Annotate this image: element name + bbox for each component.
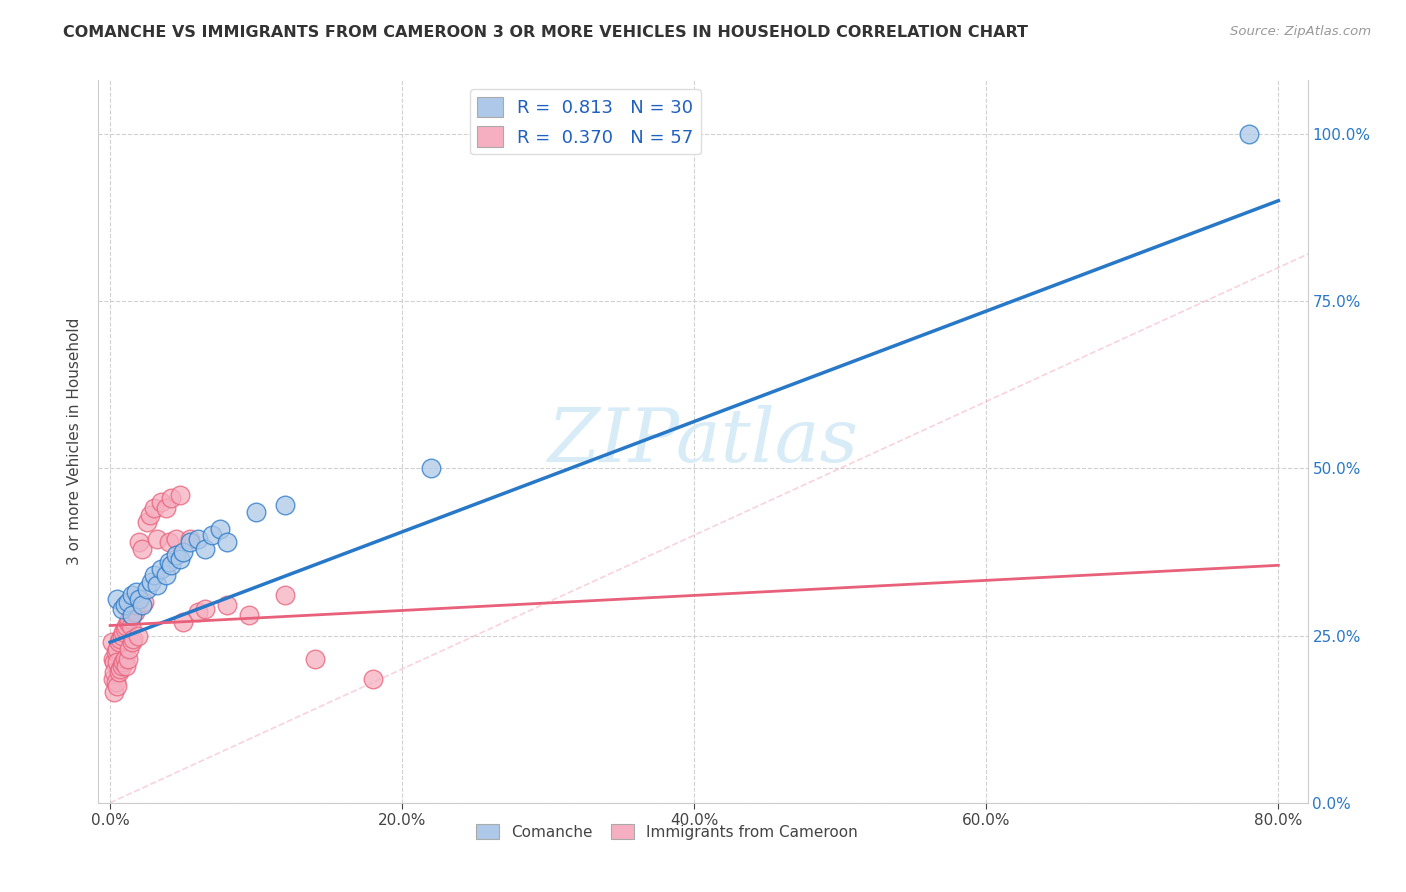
Point xyxy=(100,635,122,649)
Point xyxy=(135,515,157,529)
Legend: Comanche, Immigrants from Cameroon: Comanche, Immigrants from Cameroon xyxy=(470,818,863,846)
Point xyxy=(110,632,132,646)
Point xyxy=(101,672,124,686)
Point xyxy=(132,595,155,609)
Text: ZIPatlas: ZIPatlas xyxy=(547,405,859,478)
Point xyxy=(150,494,173,508)
Point xyxy=(187,605,209,619)
Point xyxy=(117,652,139,666)
Point xyxy=(139,575,162,590)
Text: COMANCHE VS IMMIGRANTS FROM CAMEROON 3 OR MORE VEHICLES IN HOUSEHOLD CORRELATION: COMANCHE VS IMMIGRANTS FROM CAMEROON 3 O… xyxy=(63,25,1028,40)
Point xyxy=(107,642,129,657)
Point xyxy=(127,628,149,642)
Point xyxy=(122,632,145,646)
Point xyxy=(172,615,194,630)
Point xyxy=(108,665,131,680)
Point xyxy=(274,498,297,512)
Point xyxy=(179,534,201,549)
Point xyxy=(160,491,183,506)
Point xyxy=(121,608,143,623)
Point xyxy=(118,642,141,657)
Point xyxy=(142,568,165,582)
Point xyxy=(420,461,443,475)
Point xyxy=(187,532,209,546)
Point xyxy=(110,662,132,676)
Point xyxy=(104,675,127,690)
Point xyxy=(131,541,153,556)
Point xyxy=(201,528,224,542)
Point xyxy=(155,568,177,582)
Point xyxy=(103,685,125,699)
Point xyxy=(118,612,141,626)
Point xyxy=(135,582,157,596)
Point xyxy=(101,652,124,666)
Point xyxy=(108,635,131,649)
Point xyxy=(120,618,142,632)
Point xyxy=(111,602,134,616)
Point xyxy=(114,652,136,666)
Point xyxy=(245,505,267,519)
Point xyxy=(115,618,138,632)
Point xyxy=(121,608,143,623)
Point xyxy=(157,555,180,569)
Point xyxy=(112,655,135,669)
Point xyxy=(111,628,134,642)
Point xyxy=(361,672,384,686)
Point xyxy=(194,541,217,556)
Point xyxy=(117,615,139,630)
Point xyxy=(304,652,326,666)
Point xyxy=(103,655,125,669)
Point xyxy=(124,605,146,619)
Point xyxy=(157,534,180,549)
Point xyxy=(215,599,238,613)
Point xyxy=(128,534,150,549)
Point xyxy=(238,608,260,623)
Point xyxy=(165,548,187,563)
Point xyxy=(117,595,139,609)
Point xyxy=(146,578,169,592)
Point xyxy=(274,589,297,603)
Point xyxy=(179,532,201,546)
Point xyxy=(107,591,129,606)
Point xyxy=(1237,127,1260,141)
Point xyxy=(165,532,187,546)
Point xyxy=(150,562,173,576)
Point xyxy=(208,521,231,535)
Point xyxy=(169,551,191,566)
Point xyxy=(122,602,145,616)
Point xyxy=(115,658,138,673)
Point xyxy=(125,599,148,613)
Point xyxy=(128,591,150,606)
Point xyxy=(138,508,160,523)
Point xyxy=(121,635,143,649)
Point xyxy=(172,545,194,559)
Point xyxy=(215,534,238,549)
Point xyxy=(107,655,129,669)
Point xyxy=(107,679,129,693)
Point xyxy=(155,501,177,516)
Point xyxy=(103,665,125,680)
Point xyxy=(111,658,134,673)
Point xyxy=(125,585,148,599)
Point xyxy=(194,602,217,616)
Y-axis label: 3 or more Vehicles in Household: 3 or more Vehicles in Household xyxy=(67,318,83,566)
Point xyxy=(160,558,183,573)
Point xyxy=(131,599,153,613)
Point xyxy=(114,622,136,636)
Point xyxy=(142,501,165,516)
Point xyxy=(112,625,135,640)
Point xyxy=(121,589,143,603)
Point xyxy=(114,599,136,613)
Point xyxy=(169,488,191,502)
Point xyxy=(104,645,127,659)
Point xyxy=(146,532,169,546)
Text: Source: ZipAtlas.com: Source: ZipAtlas.com xyxy=(1230,25,1371,38)
